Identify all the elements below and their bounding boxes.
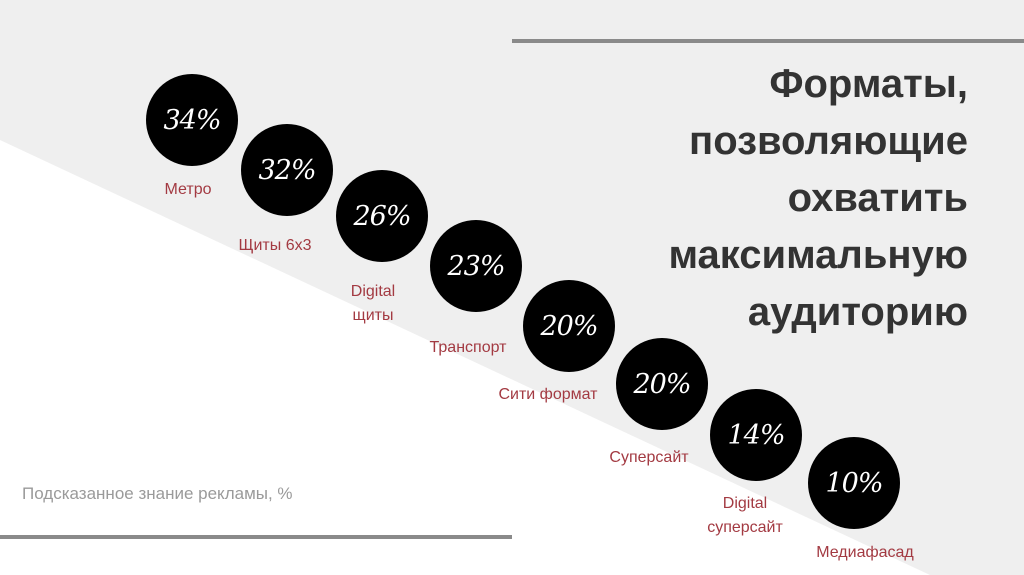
bottom-rule-line: [0, 535, 512, 539]
title-line: охватить: [787, 176, 968, 220]
format-label-line: суперсайт: [707, 519, 783, 536]
title-line: аудиторию: [747, 290, 968, 334]
page-title: Форматы, позволяющие охватить максимальн…: [668, 56, 968, 341]
percent-circle: 34%: [146, 74, 238, 166]
percent-circle: 14%: [710, 389, 802, 481]
format-label: Транспорт: [429, 339, 507, 356]
format-label: Digital щиты: [328, 280, 418, 328]
percent-circle: 20%: [616, 338, 708, 430]
percent-circle: 10%: [808, 437, 900, 529]
format-label-line: Digital: [722, 495, 768, 512]
format-label: Суперсайт: [609, 449, 689, 466]
format-label: Щиты 6х3: [238, 237, 312, 254]
percent-circle: 32%: [241, 124, 333, 216]
format-label: Метро: [164, 181, 212, 198]
title-line: Форматы,: [769, 62, 968, 106]
percent-circle: 26%: [336, 170, 428, 262]
title-line: позволяющие: [689, 119, 968, 163]
title-line: максимальную: [668, 233, 968, 277]
format-label: Медиафасад: [816, 544, 914, 561]
format-label: Digital суперсайт: [700, 492, 790, 540]
format-label: Сити формат: [498, 386, 598, 403]
format-label-line: щиты: [352, 307, 394, 324]
top-rule-line: [512, 39, 1024, 43]
percent-circle: 23%: [430, 220, 522, 312]
footnote: Подсказанное знание рекламы, %: [22, 484, 293, 503]
percent-circle: 20%: [523, 280, 615, 372]
format-label-line: Digital: [350, 283, 396, 300]
